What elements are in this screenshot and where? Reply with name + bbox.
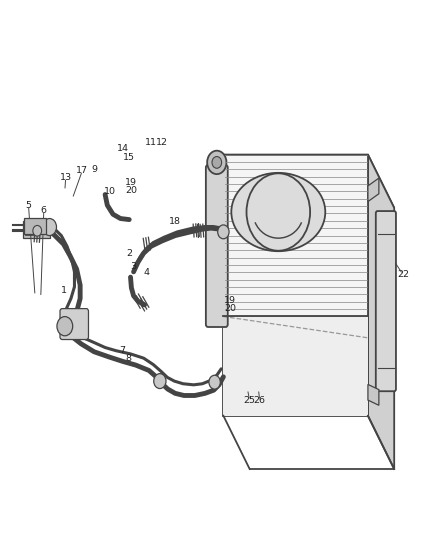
Text: 6: 6 — [41, 206, 47, 215]
Polygon shape — [223, 155, 394, 208]
Polygon shape — [368, 155, 394, 469]
Text: 26: 26 — [254, 397, 266, 405]
Circle shape — [209, 375, 220, 389]
Circle shape — [207, 151, 226, 174]
Ellipse shape — [231, 173, 325, 251]
Circle shape — [212, 157, 222, 168]
Bar — [223, 155, 368, 416]
Text: 19: 19 — [224, 296, 236, 304]
Text: 8: 8 — [125, 354, 131, 363]
Text: 9: 9 — [91, 165, 97, 174]
Polygon shape — [368, 384, 379, 405]
Polygon shape — [368, 178, 379, 201]
Text: 5: 5 — [25, 201, 32, 209]
Text: 19: 19 — [125, 179, 138, 187]
Text: 10: 10 — [103, 188, 116, 196]
Text: 15: 15 — [123, 153, 135, 161]
Text: 17: 17 — [76, 166, 88, 175]
FancyBboxPatch shape — [376, 211, 396, 391]
FancyBboxPatch shape — [24, 218, 46, 234]
Text: 18: 18 — [169, 217, 181, 225]
Circle shape — [218, 225, 229, 239]
Text: 3: 3 — [131, 262, 137, 271]
Circle shape — [42, 219, 57, 236]
Circle shape — [154, 374, 166, 389]
Text: 25: 25 — [244, 397, 256, 405]
Text: 14: 14 — [117, 144, 129, 152]
Text: 20: 20 — [125, 187, 138, 195]
Text: 11: 11 — [145, 139, 157, 147]
Text: 1: 1 — [60, 286, 67, 295]
Text: 4: 4 — [144, 269, 150, 277]
Text: 12: 12 — [156, 139, 168, 147]
Text: 22: 22 — [397, 270, 409, 279]
FancyBboxPatch shape — [206, 165, 228, 327]
Bar — [223, 317, 368, 416]
FancyBboxPatch shape — [60, 309, 88, 340]
Circle shape — [57, 317, 73, 336]
Text: 2: 2 — [126, 249, 132, 257]
Circle shape — [33, 225, 42, 236]
FancyBboxPatch shape — [23, 221, 50, 238]
Text: 13: 13 — [60, 173, 72, 182]
Text: 7: 7 — [120, 346, 126, 355]
Text: 20: 20 — [224, 304, 236, 312]
